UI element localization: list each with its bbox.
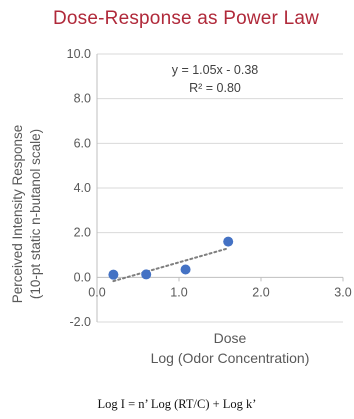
x-tick-label: 3.0 bbox=[334, 285, 351, 299]
grid-lines bbox=[97, 53, 343, 323]
power-law-formula: Log I = n’ Log (RT/C) + Log k’ bbox=[97, 397, 257, 411]
chart-title: Dose-Response as Power Law bbox=[52, 8, 320, 29]
axis-labels: Dose Log (Odor Concentration) Perceived In… bbox=[10, 125, 309, 366]
trendline bbox=[112, 247, 230, 283]
x-tick-label: 1.0 bbox=[170, 285, 187, 299]
y-tick-label: 8.0 bbox=[74, 92, 91, 106]
trendline-layer bbox=[112, 247, 230, 283]
annotations: y = 1.05x - 0.38 R² = 0.80 bbox=[172, 63, 259, 95]
data-points bbox=[108, 236, 234, 280]
data-point bbox=[223, 236, 234, 247]
x-tick-label: 2.0 bbox=[252, 285, 269, 299]
tick-labels: -2.0 0.0 2.0 4.0 6.0 8.0 10.0 0.0 1.0 2.0 3.0 bbox=[67, 47, 352, 329]
scatter-chart: -2.0 0.0 2.0 4.0 6.0 8.0 10.0 0.0 1.0 2.0 3.0 y = … bbox=[10, 47, 352, 366]
y-axis-subtitle: (10-pt static n-butanol scale) bbox=[28, 129, 43, 299]
y-axis-title: Perceived Intensity Response bbox=[10, 125, 25, 304]
y-tick-label: 10.0 bbox=[67, 47, 91, 61]
x-tick-label: 0.0 bbox=[88, 285, 105, 299]
data-point bbox=[108, 269, 119, 280]
data-point bbox=[141, 269, 152, 280]
y-tick-label: 6.0 bbox=[74, 136, 91, 150]
x-axis-subtitle: Log (Odor Concentration) bbox=[151, 350, 310, 366]
y-tick-label: 0.0 bbox=[74, 270, 91, 284]
data-point bbox=[180, 264, 191, 275]
axes bbox=[96, 54, 344, 322]
r-squared-label: R² = 0.80 bbox=[189, 81, 241, 95]
y-tick-label: 2.0 bbox=[74, 226, 91, 240]
x-axis-title: Dose bbox=[214, 330, 247, 346]
y-tick-label: -2.0 bbox=[69, 315, 91, 329]
trendline-equation: y = 1.05x - 0.38 bbox=[172, 63, 259, 77]
y-tick-label: 4.0 bbox=[74, 181, 91, 195]
